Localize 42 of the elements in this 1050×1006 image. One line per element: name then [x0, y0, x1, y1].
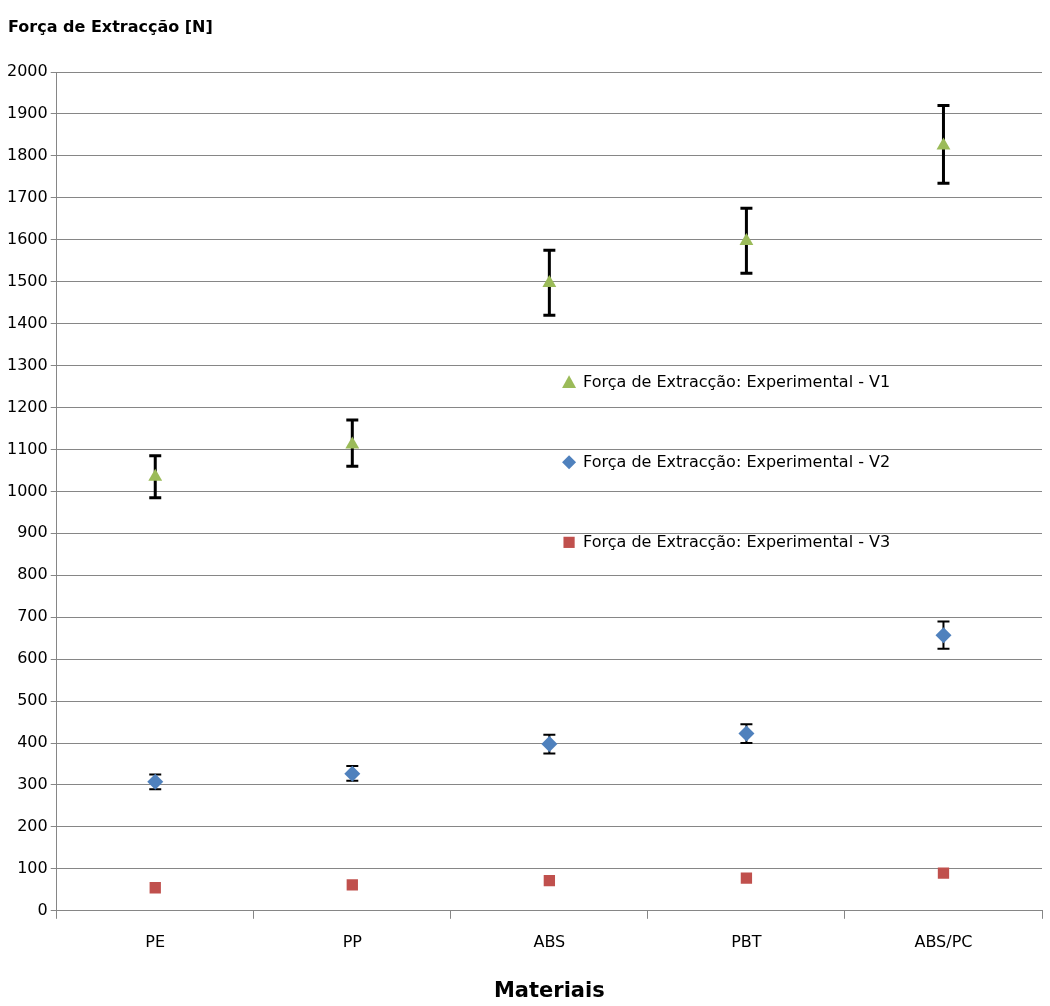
y-tick-label: 1700: [7, 186, 48, 206]
legend-label: Força de Extracção: Experimental - V2: [583, 451, 891, 471]
point: [346, 879, 358, 891]
point: [542, 274, 557, 287]
point: [935, 627, 952, 644]
legend-label: Força de Extracção: Experimental - V3: [583, 531, 891, 551]
y-tick-label: 1600: [7, 228, 48, 248]
point: [739, 233, 754, 246]
point: [740, 872, 753, 884]
y-axis-title: Força de Extracção [N]: [8, 17, 213, 37]
y-tick-label: 2000: [7, 61, 48, 81]
y-tick-label: 600: [17, 648, 48, 668]
legend-label: Força de Extracção: Experimental - V1: [583, 371, 891, 391]
y-tick-label: 500: [17, 690, 48, 710]
y-tick-label: 800: [17, 564, 48, 584]
y-tick-label: 1200: [7, 396, 48, 416]
y-tick-label: 1300: [7, 354, 48, 374]
x-tick-label: PP: [342, 931, 363, 951]
y-tick-label: 100: [17, 858, 48, 878]
point: [937, 867, 950, 879]
point: [543, 874, 556, 887]
y-tick-label: 200: [17, 816, 48, 836]
x-axis-title: Materiais: [493, 978, 605, 1003]
y-tick-label: 1500: [7, 270, 48, 290]
y-tick-label: 700: [17, 606, 48, 626]
y-tick-label: 1900: [7, 103, 48, 123]
point: [345, 436, 360, 449]
y-tick-label: 1000: [7, 480, 48, 500]
x-tick-label: PBT: [731, 931, 762, 951]
point: [936, 137, 951, 150]
y-tick-label: 1100: [7, 438, 48, 458]
y-tick-label: 0: [37, 899, 48, 919]
point: [148, 468, 163, 481]
x-tick-label: PE: [145, 931, 166, 951]
x-tick-label: ABS/PC: [914, 931, 973, 951]
y-tick-label: 300: [17, 774, 48, 794]
y-tick-label: 900: [17, 522, 48, 542]
x-tick-label: ABS: [533, 931, 566, 951]
point: [149, 882, 161, 894]
y-tick-label: 1800: [7, 145, 48, 165]
y-tick-label: 400: [17, 732, 48, 752]
y-tick-label: 1400: [7, 312, 48, 332]
